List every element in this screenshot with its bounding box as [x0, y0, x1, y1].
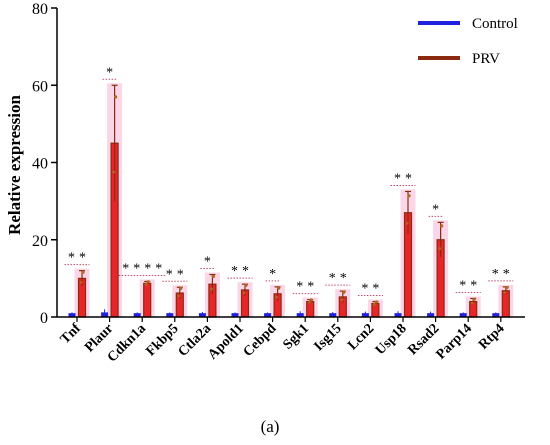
bar-control [231, 313, 239, 317]
data-point-prv [81, 270, 85, 274]
significance-star: * [166, 267, 173, 282]
data-point-prv [407, 194, 411, 198]
data-point-prv [373, 303, 376, 306]
y-tick-label: 80 [32, 1, 48, 18]
bar-control [68, 313, 76, 317]
bar-control [198, 313, 206, 317]
bar-layer [68, 84, 510, 318]
data-point-prv [470, 301, 474, 305]
axis-layer: 0 20 40 60 80 [32, 1, 525, 327]
significance-star: * [231, 264, 238, 279]
bar-control [361, 313, 369, 317]
category-label-parp14: Parp14 [434, 321, 475, 362]
significance-star: * [340, 271, 347, 286]
bar-prv [371, 302, 380, 318]
bar-control [492, 313, 500, 317]
bar-control [329, 313, 337, 317]
category-label-apold1: Apold1 [205, 321, 246, 362]
bar-control [166, 313, 174, 317]
significance-star: * [307, 280, 314, 295]
data-point-prv [114, 95, 118, 99]
y-axis-label: Relative expression [5, 94, 24, 234]
data-point-prv [405, 221, 409, 225]
significance-star: * [242, 264, 249, 279]
significance-star: * [470, 278, 477, 293]
data-point-prv [275, 295, 278, 299]
significance-star: * [68, 251, 75, 266]
significance-star: * [405, 171, 412, 186]
significance-star: * [106, 65, 113, 80]
significance-star: * [269, 267, 276, 282]
data-point-prv [309, 298, 313, 302]
data-point-prv [307, 301, 311, 304]
legend-label-prv: PRV [472, 51, 500, 67]
data-point-prv [374, 300, 378, 304]
legend-label-control: Control [472, 16, 518, 32]
data-point-prv [438, 247, 441, 250]
significance-star: * [459, 278, 466, 293]
significance-star: * [361, 282, 368, 297]
y-tick-label: 40 [32, 156, 48, 173]
data-point-prv [242, 291, 246, 295]
legend: Control PRV [418, 16, 518, 67]
bar-control [264, 313, 272, 317]
bar-prv [306, 300, 315, 318]
bar-control [133, 313, 141, 317]
halo-layer [74, 83, 514, 317]
data-point-prv [144, 282, 148, 286]
y-tick-label: 0 [40, 310, 48, 327]
data-point-prv [79, 280, 83, 284]
bar-prv [501, 290, 510, 318]
significance-star: * [492, 267, 499, 282]
bar-control [394, 313, 402, 317]
significance-star: * [372, 282, 379, 297]
category-label-usp18: Usp18 [373, 321, 410, 358]
data-point-prv [211, 274, 215, 279]
label-layer: Tnf* *Plaur*Cdkn1a* * * *Fkbp5* *Ctla2a*Apold… [58, 65, 514, 365]
y-tick-label: 20 [32, 233, 48, 250]
data-point-prv [472, 297, 476, 301]
significance-star: * [79, 251, 86, 266]
data-point-prv [146, 280, 150, 284]
significance-star: * [432, 202, 439, 217]
data-point-prv [340, 298, 344, 302]
bar-control [459, 313, 467, 317]
y-tick-label: 60 [32, 78, 48, 95]
significance-star: * [296, 280, 303, 295]
data-point-prv [244, 283, 248, 287]
significance-star: * [133, 261, 140, 276]
significance-star: * [503, 267, 510, 282]
data-point-prv [112, 170, 115, 174]
category-label-tnf: Tnf [58, 321, 84, 347]
bar-control [427, 313, 435, 317]
significance-star: * [144, 261, 151, 276]
data-point-prv [440, 224, 444, 228]
data-point-prv [505, 286, 509, 290]
significance-star: * [329, 271, 336, 286]
data-point-prv [342, 290, 346, 294]
data-point-prv [179, 286, 183, 291]
significance-star: * [122, 261, 129, 276]
bar-control [101, 312, 109, 317]
category-label-rtp4: Rtp4 [476, 321, 508, 353]
significance-star: * [177, 267, 184, 282]
category-label-sgk1: Sgk1 [281, 321, 313, 353]
bar-control [296, 313, 304, 317]
data-point-prv [210, 287, 213, 291]
data-point-prv [277, 286, 281, 290]
category-label-cebpd: Cebpd [241, 321, 280, 360]
category-label-fkbp5: Fkbp5 [143, 321, 181, 359]
significance-star: * [155, 261, 162, 276]
panel-label: (a) [261, 417, 280, 436]
significance-star: * [394, 171, 401, 186]
data-point-prv [177, 294, 181, 298]
bar-prv [143, 282, 152, 318]
significance-star: * [204, 255, 211, 270]
data-point-prv [503, 291, 507, 295]
category-label-isg15: Isg15 [311, 321, 344, 354]
